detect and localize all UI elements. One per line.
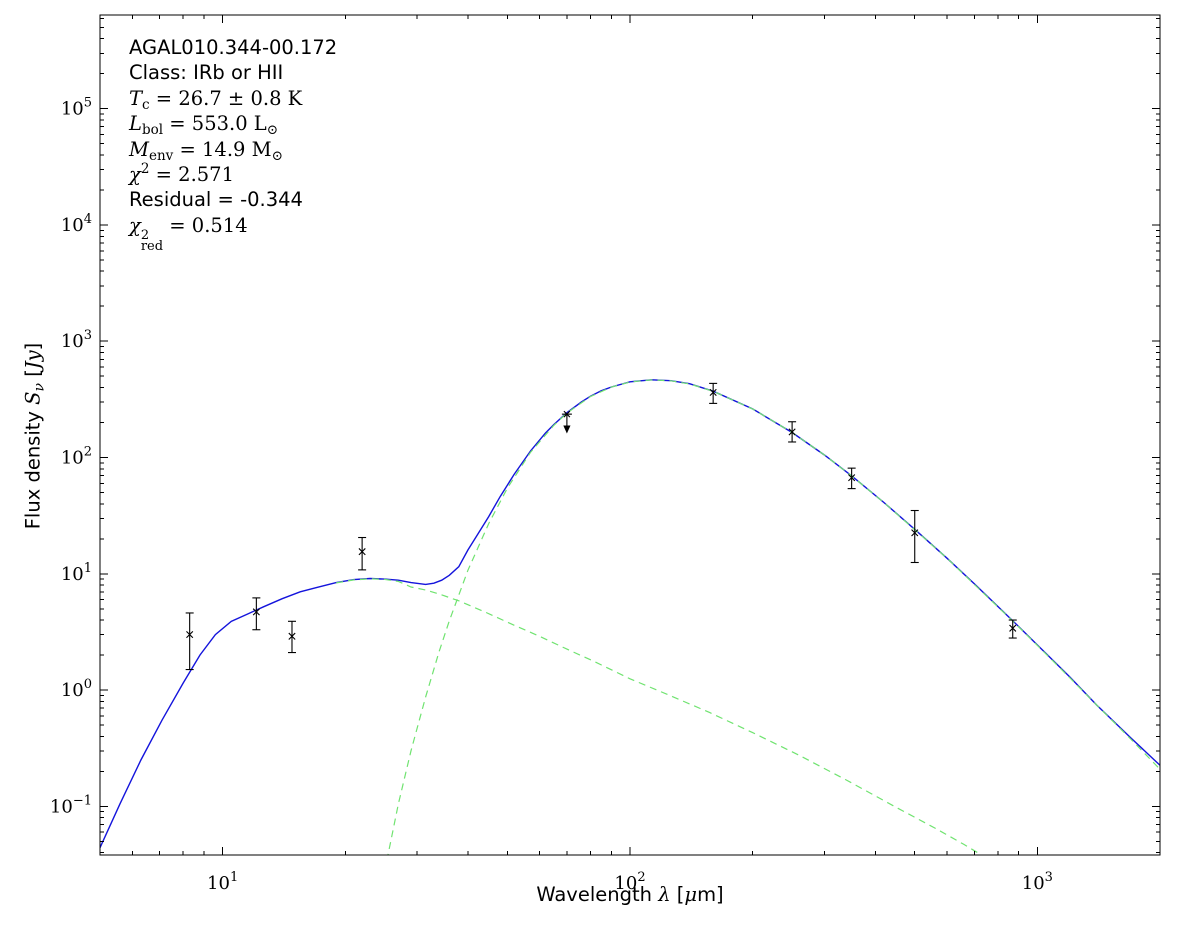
x-marker [1009,624,1017,632]
x-axis-label: Wavelength λ [μm] [536,883,724,906]
y-axis-label: Flux density Sν [Jy] [21,342,48,530]
model-total-curve [100,379,1160,848]
envelope-mass-line: Menv = 14.9 M⊙ [129,137,283,164]
y-tick-label: 102 [61,445,92,469]
y-tick-label: 10−1 [50,793,92,817]
x-marker [848,474,856,482]
upper-limit-point [561,410,572,434]
bolometric-luminosity-line: Lbol = 553.0 L⊙ [129,112,279,139]
class-label: Class: IRb or HII [129,61,284,85]
x-marker [288,632,296,640]
chi-squared-line: χ2 = 2.571 [129,160,234,186]
y-tick-label: 105 [61,96,92,120]
residual-line: Residual = -0.344 [129,188,303,212]
fit-parameters-annotation: AGAL010.344-00.172 Class: IRb or HII Tc … [129,36,338,255]
x-marker [709,388,717,396]
x-tick-label: 101 [207,870,238,894]
y-tick-label: 104 [61,212,92,236]
warm-midir-component-curve [336,578,983,855]
source-name: AGAL010.344-00.172 [129,36,338,59]
x-tick-label: 103 [1022,870,1053,894]
model-curves [100,379,1160,855]
x-marker [358,548,366,556]
y-tick-label: 103 [61,328,92,352]
y-tick-label: 101 [61,561,92,585]
dust-temperature-line: Tc = 26.7 ± 0.8 K [129,86,303,113]
axis-ticks [99,15,1161,855]
x-marker [252,608,260,616]
reduced-chi-squared-line: χ 2 red = 0.514 [129,213,248,255]
x-marker [186,630,194,639]
y-tick-label: 100 [61,677,92,701]
x-marker [911,529,919,537]
data-points [185,382,1017,671]
cold-envelope-component-curve [387,379,1160,855]
down-arrow-icon [563,425,571,434]
x-marker [788,428,796,436]
